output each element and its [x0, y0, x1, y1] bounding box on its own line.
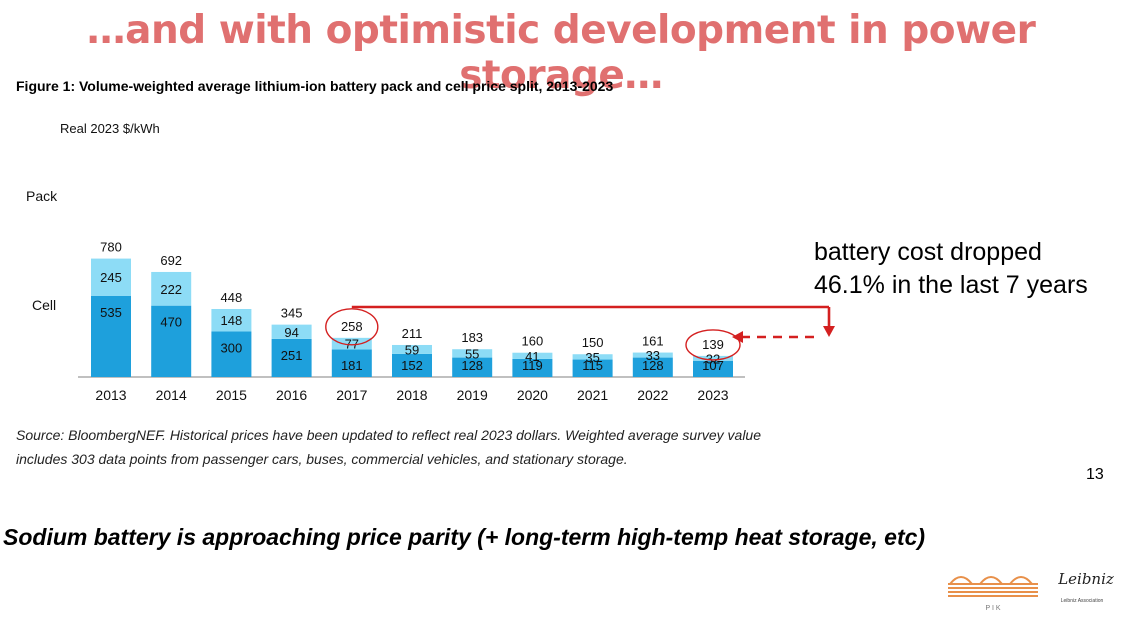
- bar-pack-2019: [452, 349, 493, 358]
- bar-cell-2022: [632, 357, 673, 377]
- drop-arrow-head: [823, 326, 835, 337]
- bar-pack-2020: [512, 352, 553, 359]
- label-cell-2021: 115: [582, 358, 603, 373]
- bar-pack-2021: [572, 354, 613, 360]
- label-total-2015: 448: [221, 290, 243, 305]
- label-cell-2023: 107: [702, 358, 724, 373]
- label-cell-2014: 470: [160, 315, 182, 330]
- label-total-2013: 780: [100, 240, 122, 255]
- bar-pack-2015: [211, 308, 252, 332]
- label-cell-2013: 535: [100, 305, 122, 320]
- label-total-2023: 139: [702, 337, 724, 352]
- label-pack-2013: 245: [100, 270, 122, 285]
- bar-cell-2016: [271, 338, 312, 377]
- label-cell-2016: 251: [281, 348, 303, 363]
- y-axis-label: Real 2023 $/kWh: [60, 121, 160, 136]
- label-pack-2016: 94: [284, 325, 298, 340]
- bar-cell-2023: [693, 360, 733, 377]
- page-number: 13: [1086, 466, 1104, 483]
- label-pack-2023: 32: [706, 351, 720, 366]
- x-tick-2015: 2015: [216, 387, 247, 403]
- leibniz-logo-subtext: Leibniz Association: [1061, 598, 1104, 604]
- footer-logos: P I K Leibniz Leibniz Association: [948, 570, 1114, 612]
- label-pack-2022: 33: [646, 348, 660, 363]
- highlight-circle-2017: [325, 308, 379, 346]
- label-total-2018: 211: [402, 326, 423, 341]
- bar-cell-2017: [331, 349, 372, 377]
- callout-line-2: 46.1% in the last 7 years: [814, 271, 1088, 299]
- label-cell-2022: 128: [642, 358, 664, 373]
- x-tick-2014: 2014: [156, 387, 187, 403]
- label-total-2022: 161: [642, 334, 664, 349]
- bar-cell-2021: [572, 359, 613, 377]
- label-total-2019: 183: [461, 330, 483, 345]
- legend-label-pack: Pack: [26, 188, 58, 204]
- x-tick-2021: 2021: [577, 387, 608, 403]
- label-total-2020: 160: [522, 334, 544, 349]
- pik-arch-3: [1009, 576, 1033, 585]
- bar-pack-2023: [693, 355, 733, 361]
- x-tick-2023: 2023: [697, 387, 728, 403]
- bar-pack-2013: [91, 258, 131, 296]
- slide-heading: …and with optimistic development in powe…: [86, 8, 1036, 98]
- pik-arch-1: [949, 576, 973, 585]
- label-total-2014: 692: [160, 253, 182, 268]
- dashed-arrow-head: [732, 331, 743, 343]
- bar-cell-2014: [151, 305, 192, 377]
- x-tick-2022: 2022: [637, 387, 668, 403]
- highlight-circle-2023: [685, 329, 741, 361]
- label-cell-2018: 152: [401, 358, 423, 373]
- source-note: Source: BloombergNEF. Historical prices …: [16, 427, 762, 467]
- label-pack-2015: 148: [221, 313, 243, 328]
- bottom-note: Sodium battery is approaching price pari…: [3, 524, 926, 550]
- x-tick-2016: 2016: [276, 387, 307, 403]
- x-tick-2017: 2017: [336, 387, 367, 403]
- stacked-bar-chart: Real 2023 $/kWh Pack Cell 535 245 780 2013 4…: [26, 121, 835, 403]
- label-total-2016: 345: [281, 306, 303, 321]
- leibniz-logo-text: Leibniz: [1057, 570, 1114, 588]
- label-pack-2014: 222: [160, 282, 182, 297]
- label-cell-2017: 181: [341, 358, 363, 373]
- label-cell-2019: 128: [461, 358, 483, 373]
- x-tick-2020: 2020: [517, 387, 548, 403]
- x-tick-2019: 2019: [457, 387, 488, 403]
- bar-pack-2018: [392, 344, 432, 354]
- x-tick-2013: 2013: [95, 387, 126, 403]
- label-pack-2021: 35: [585, 350, 599, 365]
- bar-pack-2014: [151, 271, 192, 306]
- bar-pack-2017: [331, 337, 372, 350]
- label-total-2017: 258: [341, 319, 363, 334]
- bar-pack-2016: [271, 324, 312, 339]
- callout-line-1: battery cost dropped: [814, 238, 1042, 266]
- figure-title: Figure 1: Volume-weighted average lithiu…: [16, 78, 614, 94]
- bar-cell-2013: [91, 295, 131, 377]
- bar-cell-2020: [512, 358, 553, 377]
- label-cell-2015: 300: [221, 340, 243, 355]
- bar-pack-2022: [632, 352, 673, 358]
- bar-cell-2018: [392, 353, 432, 377]
- label-pack-2018: 59: [405, 342, 419, 357]
- x-tick-2018: 2018: [396, 387, 427, 403]
- bar-cell-2015: [211, 331, 252, 377]
- pik-arch-2: [979, 576, 1003, 585]
- label-cell-2020: 119: [522, 358, 543, 373]
- label-pack-2020: 41: [525, 349, 539, 364]
- bar-cell-2019: [452, 357, 493, 377]
- pik-logo: [948, 576, 1038, 597]
- pik-logo-text: P I K: [985, 605, 1000, 612]
- callout-text: battery cost dropped 46.1% in the last 7…: [814, 236, 1088, 302]
- label-total-2021: 150: [582, 335, 604, 350]
- legend-label-cell: Cell: [32, 297, 56, 313]
- label-pack-2019: 55: [465, 346, 479, 361]
